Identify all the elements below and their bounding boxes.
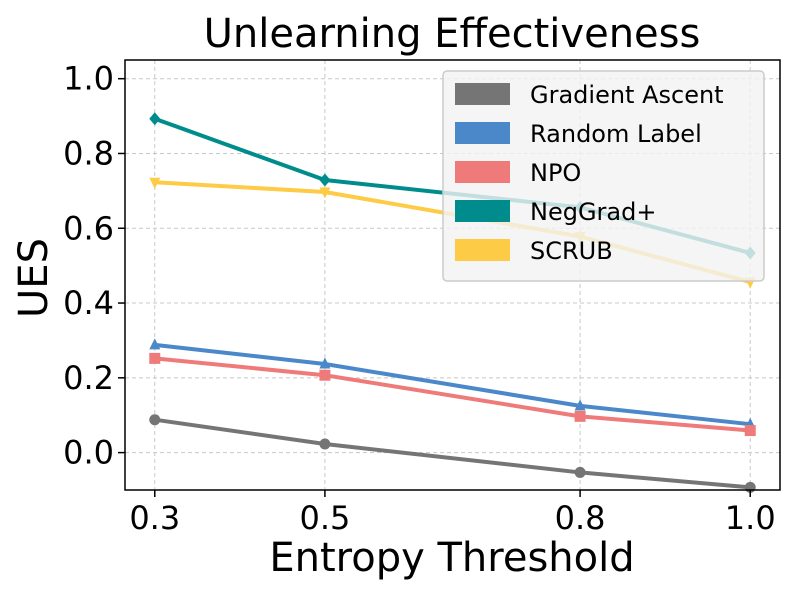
data-point-scrub bbox=[319, 187, 331, 199]
x-tick-label: 0.3 bbox=[129, 499, 180, 537]
data-point-random-label bbox=[319, 357, 331, 369]
data-point-gradient-ascent bbox=[319, 438, 331, 450]
data-point-scrub bbox=[149, 177, 161, 189]
legend: Gradient Ascent Random Label NPO NegGrad+ SC… bbox=[442, 70, 765, 282]
y-tick-label: 0.8 bbox=[63, 134, 114, 172]
data-point-random-label bbox=[149, 338, 161, 350]
data-point-neggrad bbox=[149, 112, 161, 126]
y-tick-label: 0.6 bbox=[63, 209, 114, 247]
legend-swatch-random-label bbox=[455, 122, 510, 144]
data-point-npo bbox=[149, 352, 161, 364]
y-axis-label: UES bbox=[11, 238, 57, 318]
x-tick-label: 0.5 bbox=[299, 499, 350, 537]
legend-swatch-gradient-ascent bbox=[455, 83, 510, 105]
legend-label-neggrad: NegGrad+ bbox=[530, 198, 656, 226]
series-line-random-label bbox=[154, 342, 751, 427]
y-tick-label: 0.0 bbox=[63, 434, 114, 472]
legend-label-npo: NPO bbox=[530, 159, 581, 187]
data-point-gradient-ascent bbox=[149, 414, 161, 426]
legend-swatch-neggrad bbox=[455, 200, 510, 222]
data-point-gradient-ascent bbox=[574, 466, 586, 478]
legend-label-gradient-ascent: Gradient Ascent bbox=[530, 81, 724, 109]
y-tick-label: 1.0 bbox=[63, 60, 114, 98]
y-tick-label: 0.4 bbox=[63, 284, 114, 322]
data-point-neggrad bbox=[319, 173, 331, 187]
legend-label-random-label: Random Label bbox=[530, 120, 702, 148]
series-line-npo bbox=[154, 356, 751, 433]
legend-label-scrub: SCRUB bbox=[530, 237, 613, 265]
y-axis-ticks: 0.0 0.2 0.4 0.6 0.8 1.0 bbox=[63, 60, 125, 472]
legend-box bbox=[442, 70, 765, 282]
y-tick-label: 0.2 bbox=[63, 359, 114, 397]
data-point-npo bbox=[574, 410, 586, 422]
chart-title: Unlearning Effectiveness bbox=[204, 11, 701, 57]
x-axis-label: Entropy Threshold bbox=[269, 535, 634, 581]
x-tick-label: 1.0 bbox=[725, 499, 776, 537]
x-axis-ticks: 0.3 0.5 0.8 1.0 bbox=[129, 490, 776, 537]
legend-swatch-scrub bbox=[455, 239, 510, 261]
legend-swatch-npo bbox=[455, 161, 510, 183]
plot-frame bbox=[124, 59, 781, 491]
data-point-npo bbox=[319, 369, 331, 381]
data-point-random-label bbox=[574, 399, 586, 411]
x-tick-label: 0.8 bbox=[555, 499, 606, 537]
data-point-npo bbox=[744, 425, 756, 437]
series-line-gradient-ascent bbox=[154, 417, 751, 490]
